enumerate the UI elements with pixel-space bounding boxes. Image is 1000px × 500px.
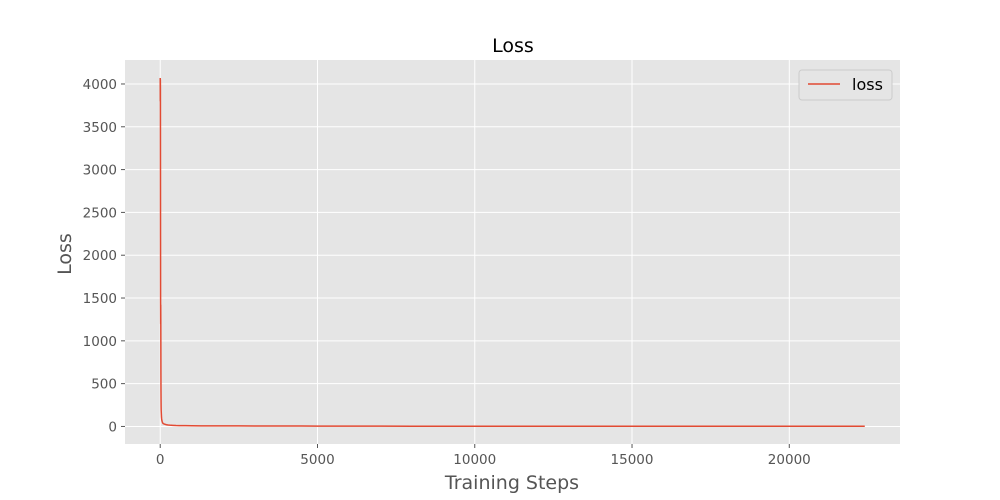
y-axis-label: Loss xyxy=(54,233,76,275)
legend-label-loss: loss xyxy=(852,75,883,94)
y-tick-label: 3500 xyxy=(83,120,117,136)
x-axis-label: Training Steps xyxy=(444,472,579,494)
chart-title: Loss xyxy=(492,35,534,57)
x-tick-label: 5000 xyxy=(300,452,334,468)
y-tick-label: 2000 xyxy=(83,248,117,264)
y-axis-ticks: 0 500 1000 1500 2000 2500 3000 3500 4000 xyxy=(83,77,125,435)
y-tick-label: 4000 xyxy=(83,77,117,93)
x-tick-label: 15000 xyxy=(611,452,654,468)
x-tick-label: 10000 xyxy=(453,452,496,468)
y-tick-label: 2500 xyxy=(83,205,117,221)
y-tick-label: 3000 xyxy=(83,163,117,179)
x-axis-ticks: 0 5000 10000 15000 20000 xyxy=(156,444,811,468)
legend: loss xyxy=(798,69,893,101)
legend-box xyxy=(798,69,893,101)
series-line-loss xyxy=(159,77,865,427)
y-tick-label: 0 xyxy=(108,419,117,435)
x-tick-label: 0 xyxy=(156,452,165,468)
y-tick-label: 1500 xyxy=(83,291,117,307)
y-tick-label: 500 xyxy=(91,377,117,393)
plot-area xyxy=(125,60,900,444)
x-tick-label: 20000 xyxy=(768,452,811,468)
grid xyxy=(125,60,900,444)
y-tick-label: 1000 xyxy=(83,334,117,350)
